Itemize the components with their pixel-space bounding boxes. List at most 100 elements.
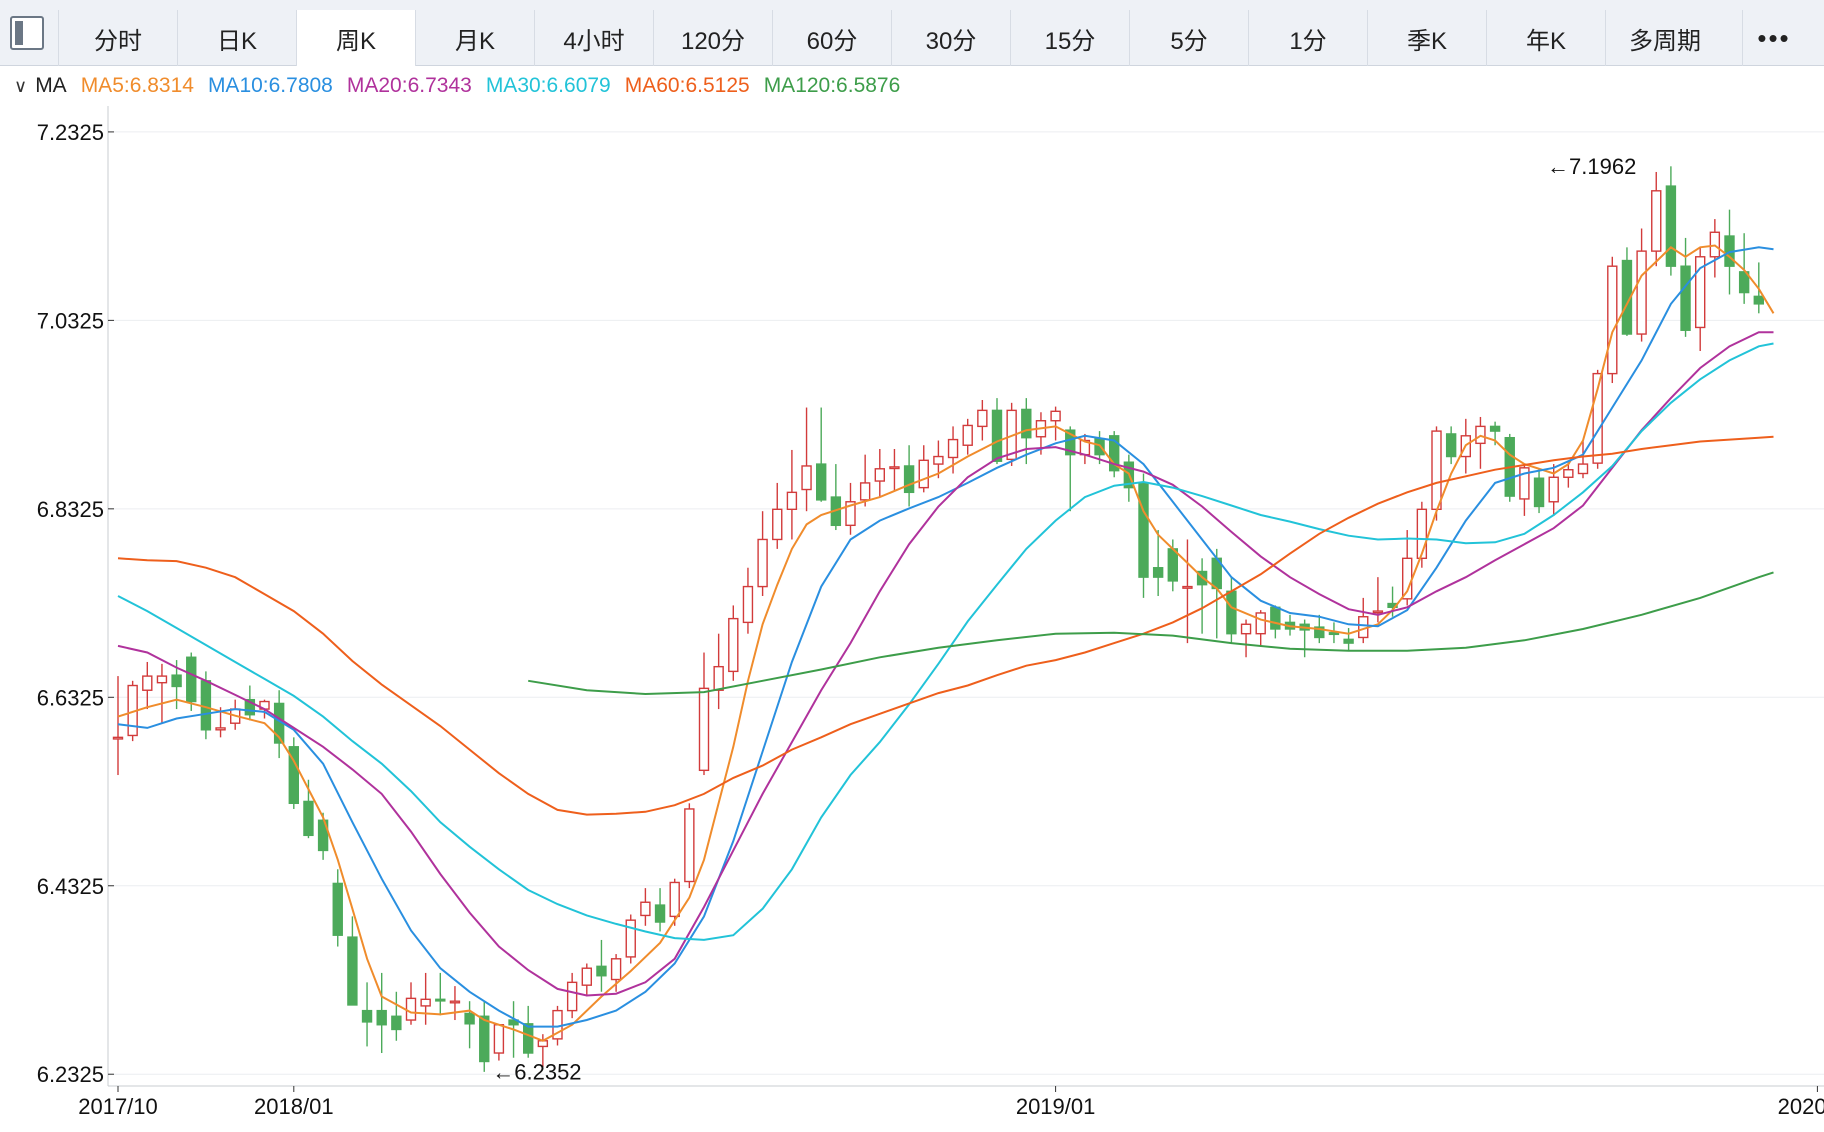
x-tick-label: 2019/01 [1016,1094,1096,1119]
candle-up [405,997,417,1021]
candle-up [566,981,578,1012]
candle-down [1680,265,1691,331]
candle-up [1651,190,1662,252]
ma120-line [528,571,1774,696]
candle-down [171,674,182,688]
chevron-down-icon[interactable]: ∨ [14,75,28,96]
candle-up [947,438,959,459]
tab-10[interactable]: 1分 [1248,10,1367,66]
candle-up [859,482,871,501]
x-tick-label: 2018/01 [254,1094,334,1119]
candle-down [1343,638,1354,644]
candle-up [845,501,856,527]
period-tabs: 分时 日K 周K 月K 4小时 120分 60分 30分 15分 5分 1分 季K 年K 多周期 [58,10,1724,66]
candle-down [1021,408,1032,439]
layout-toggle-icon[interactable] [10,16,44,50]
tab-2[interactable]: 周K [296,10,415,66]
candle-up [918,459,929,489]
ma20-line [117,331,1774,997]
candle-down [391,1015,402,1031]
candle-down [244,698,256,716]
candle-up [1577,463,1589,475]
candle-up [1636,250,1647,335]
candle-down [1138,482,1149,578]
candle-down [1108,435,1120,472]
more-menu-button[interactable]: ••• [1742,10,1805,66]
ma5-line [117,244,1775,1042]
candle-down [1489,425,1501,432]
tab-5[interactable]: 120分 [653,10,772,66]
tab-9[interactable]: 5分 [1129,10,1248,66]
ma120-value: MA120:6.5876 [763,74,901,97]
high-annotation: ←7.1962 [1547,154,1636,179]
candle-down [288,746,299,805]
candle-up [1592,372,1603,464]
tab-1[interactable]: 日K [177,10,296,66]
layout-toggle-icon-panel [15,21,23,45]
candle-down [1065,429,1076,456]
candle-down [508,1019,519,1026]
candle-up [1431,430,1442,511]
x-tick-label: 2017/10 [78,1094,158,1119]
candle-down [903,465,915,494]
tab-12[interactable]: 年K [1486,10,1605,66]
candle-up [1255,612,1266,635]
candle-up [1563,469,1574,478]
tab-3[interactable]: 月K [415,10,534,66]
candle-down [1665,185,1677,267]
candle-up [1240,623,1252,635]
period-tab-bar: 分时 日K 周K 月K 4小时 120分 60分 30分 15分 5分 1分 季K 年K 多周期 ••• [0,0,1824,66]
y-tick-label: 7.2325 [37,120,104,145]
tab-11[interactable]: 季K [1367,10,1486,66]
candle-down [1445,433,1457,458]
candle-down [332,882,343,936]
candle-down [1328,632,1340,636]
candle-up [1607,265,1618,375]
candle-up [1519,467,1530,500]
candle-down [596,965,607,977]
candle-up [669,881,680,918]
y-tick-label: 6.6325 [37,685,104,710]
tab-0[interactable]: 分时 [58,10,177,66]
candle-up [1372,610,1384,614]
tab-6[interactable]: 60分 [772,10,891,66]
tab-13[interactable]: 多周期 [1605,10,1724,66]
candle-down [200,680,212,731]
candle-up [420,998,431,1007]
candle-up [742,585,754,624]
candle-down [186,656,197,703]
candle-up [772,508,783,541]
candle-down [1314,626,1325,639]
y-tick-label: 6.2325 [37,1062,104,1087]
candle-down [1226,590,1237,635]
ma-legend-title[interactable]: MA [35,74,67,97]
candle-up [610,958,622,981]
candle-down [361,1009,373,1023]
y-tick-label: 6.8325 [37,497,104,522]
candle-up [933,455,944,465]
candle-down [303,800,314,837]
tab-8[interactable]: 15分 [1010,10,1129,66]
candle-up [1050,410,1061,422]
tab-4[interactable]: 4小时 [534,10,653,66]
candle-up [449,1000,461,1004]
candle-up [640,901,651,917]
candle-up [757,538,768,588]
candle-down [654,904,666,923]
y-tick-label: 7.0325 [37,308,104,333]
tab-7[interactable]: 30分 [891,10,1010,66]
ma5-value: MA5:6.8314 [80,74,194,97]
ma30-line [117,342,1774,941]
candle-up [625,919,636,958]
ma60-value: MA60:6.5125 [624,74,750,97]
candle-up [698,687,710,772]
candle-up [962,424,973,446]
candle-up [581,967,592,986]
ma20-value: MA20:6.7343 [346,74,472,97]
low-annotation: ←6.2352 [492,1060,581,1085]
candle-down [479,1015,490,1063]
candle-up [156,675,168,684]
candle-down [816,463,827,501]
ma60-line [117,435,1774,816]
